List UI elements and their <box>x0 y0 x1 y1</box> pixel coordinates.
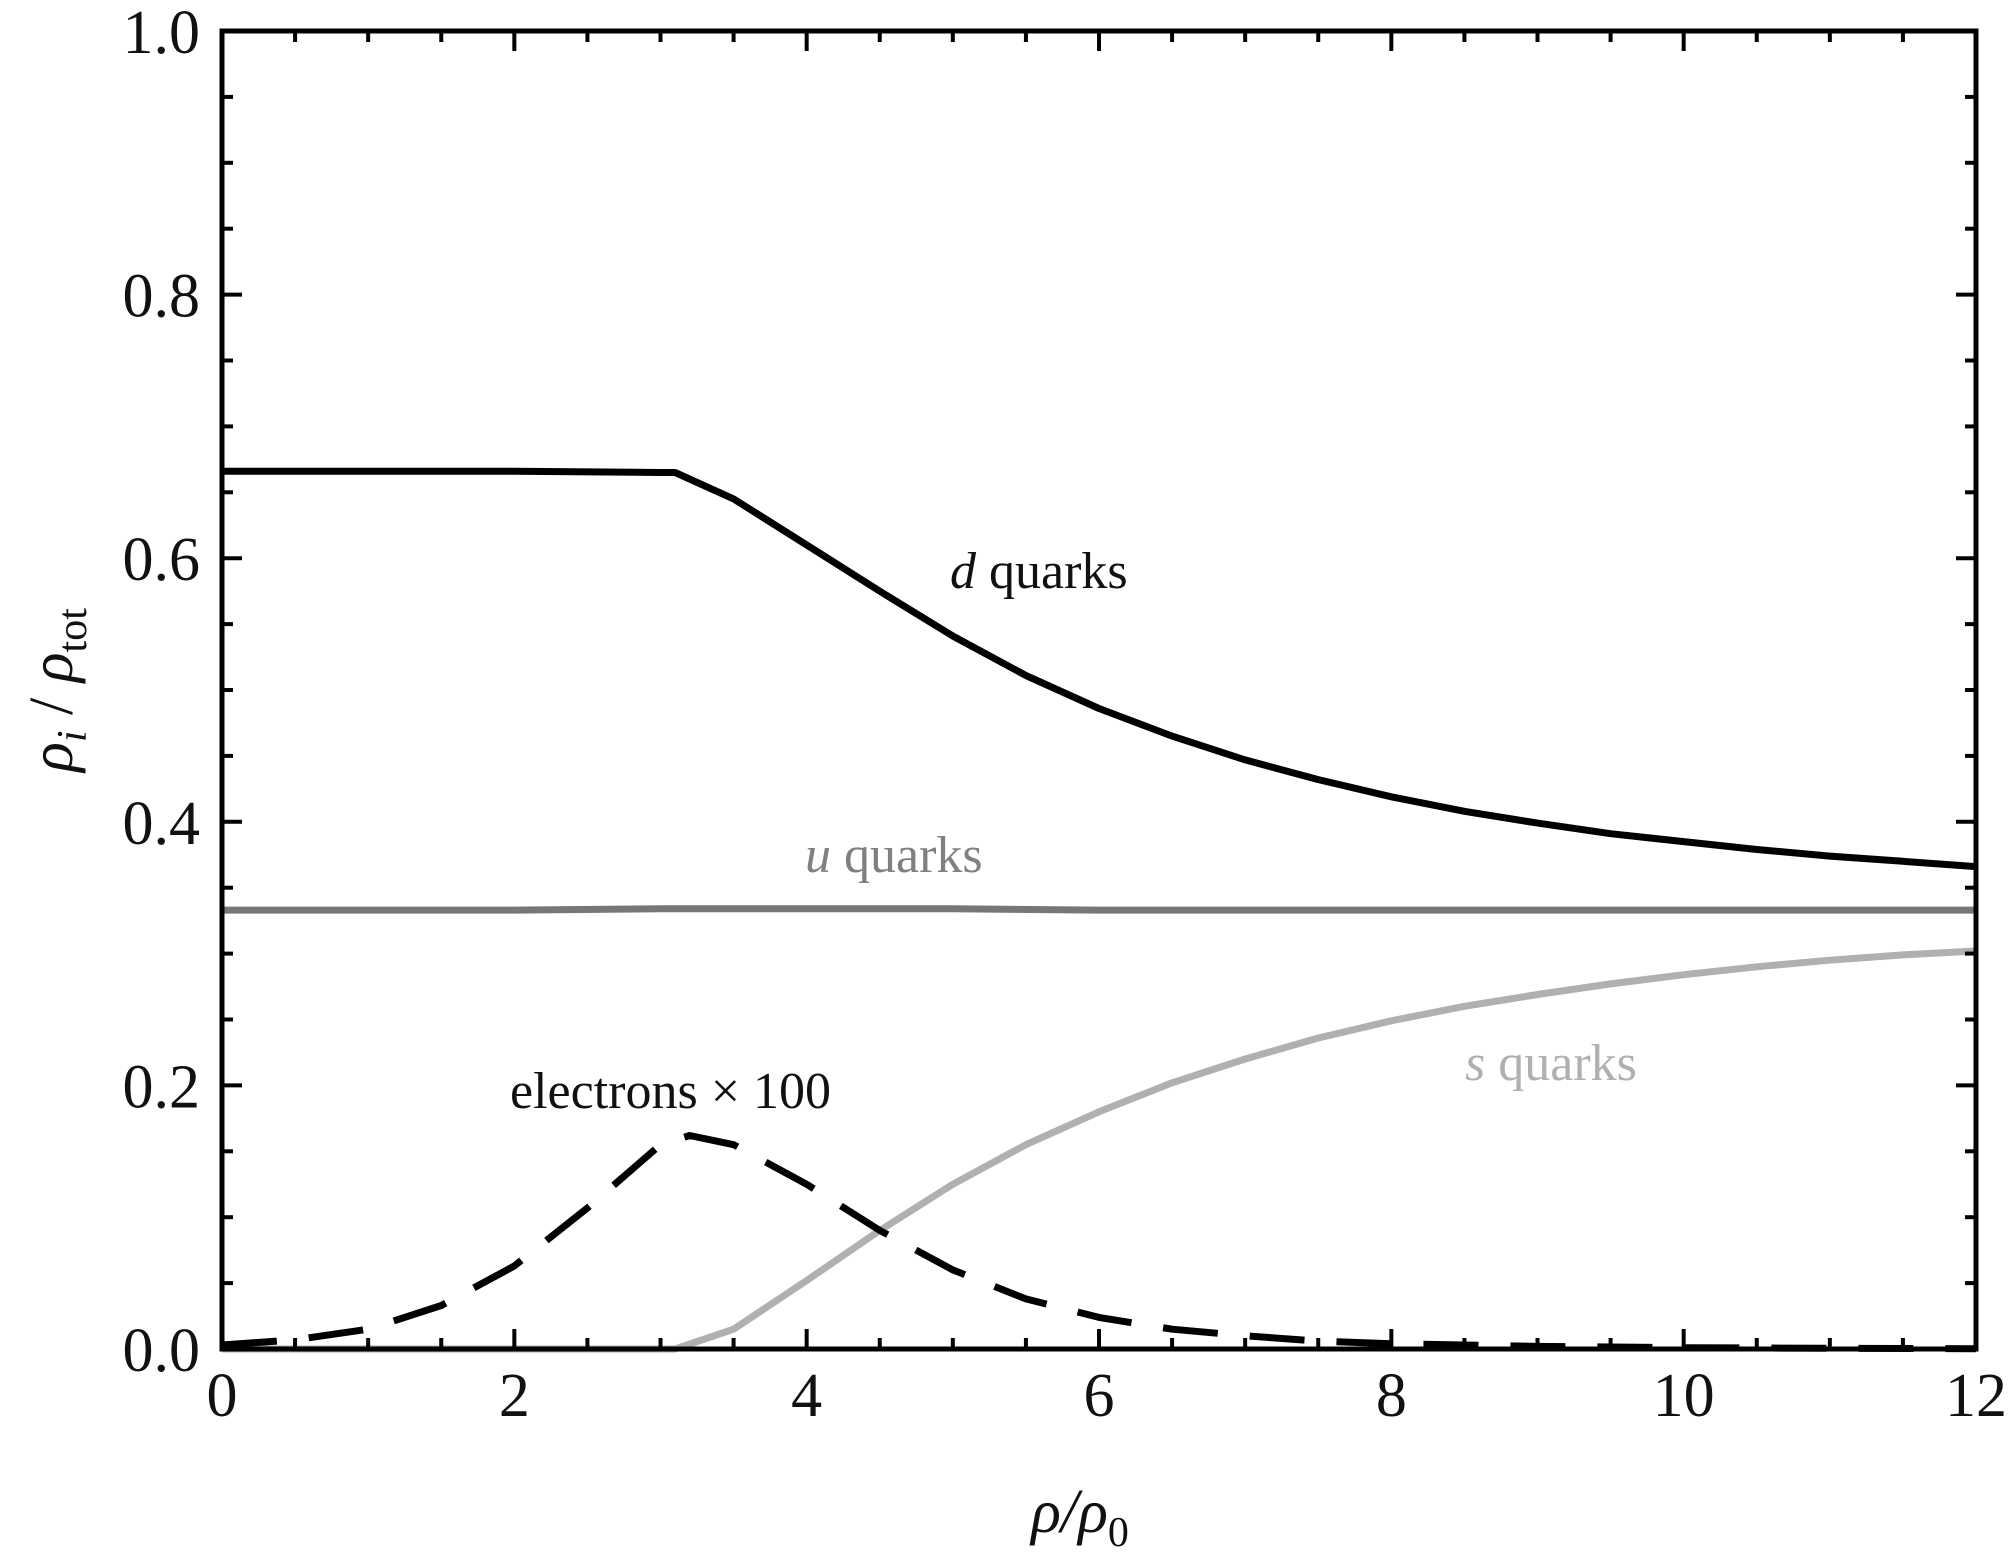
annotation-s-quarks: s quarks <box>1465 1035 1637 1092</box>
y-tick-label: 1.0 <box>123 0 201 67</box>
x-tick-label: 6 <box>1084 1362 1115 1430</box>
x-tick-label: 10 <box>1653 1362 1715 1430</box>
series-line-0 <box>222 467 1977 871</box>
series-line-2 <box>222 947 1977 1353</box>
annotation-d-quarks: d quarks <box>950 543 1128 600</box>
x-tick-label: 4 <box>791 1362 822 1430</box>
series-line-3 <box>221 1132 1977 1353</box>
tick-label-layer: 0 2 4 6 8 10 12 0.0 0.2 0.4 0.6 0.8 1.0 <box>123 0 2008 1430</box>
y-tick-label: 0.0 <box>123 1317 201 1385</box>
annotation-u-quarks: u quarks <box>805 827 983 884</box>
y-axis-label: ρi / ρtot <box>18 608 96 774</box>
x-axis-label: ρ/ρ0 <box>1029 1478 1129 1552</box>
annotation-electrons: electrons × 100 <box>510 1063 831 1120</box>
series-layer <box>221 467 1977 1353</box>
x-tick-label: 0 <box>207 1362 238 1430</box>
series-line-1 <box>222 905 1976 914</box>
y-tick-label: 0.4 <box>123 790 201 858</box>
x-tick-label: 8 <box>1376 1362 1407 1430</box>
x-tick-label: 12 <box>1945 1362 2007 1430</box>
plot-frame <box>219 28 1979 1352</box>
y-tick-label: 0.2 <box>123 1053 201 1121</box>
x-tick-label: 2 <box>499 1362 530 1430</box>
tick-layer <box>220 29 1978 1351</box>
y-tick-label: 0.8 <box>123 263 201 331</box>
y-tick-label: 0.6 <box>123 526 201 594</box>
